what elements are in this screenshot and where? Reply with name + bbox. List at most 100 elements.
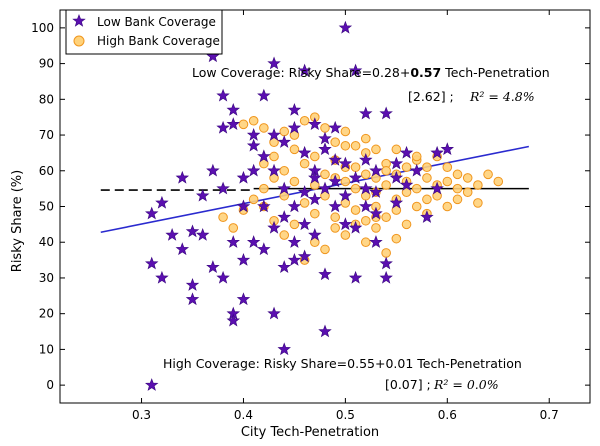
data-point-low [185,278,200,291]
x-tick-label: 0.6 [438,408,457,422]
data-point-low [318,142,332,156]
x-tick-label: 0.5 [336,408,355,422]
data-point-high [259,183,269,194]
data-point-high [391,233,402,244]
data-point-high [411,151,422,162]
data-point-high [330,212,340,223]
data-point-low [389,195,404,209]
data-point-high [299,198,310,208]
data-point-low [328,152,342,166]
y-tick-label: 20 [39,307,54,321]
data-point-low [236,253,251,266]
data-point-low [420,210,434,223]
data-point-low [267,163,281,177]
y-tick-label: 80 [39,92,54,106]
data-point-high [401,219,412,230]
data-point-high [452,194,463,205]
data-point-low [175,242,190,256]
data-point-high [350,205,361,215]
data-point-high [289,219,300,230]
data-point-low [359,181,373,195]
data-point-high [289,176,300,187]
data-point-low [297,145,312,159]
y-tick-label: 40 [39,235,54,249]
data-point-low [145,378,159,391]
data-point-low [155,195,169,209]
data-point-low [369,185,383,198]
data-point-high [218,212,228,223]
data-point-high [310,151,320,162]
data-point-low [287,120,302,134]
data-point-low [359,106,373,120]
data-point-low [410,163,424,177]
data-point-low [328,174,342,188]
data-point-high [442,201,453,212]
data-point-low [226,102,240,116]
data-point-high [391,144,402,155]
data-point-high [340,176,351,187]
data-point-low [277,181,291,195]
data-point-low [246,127,261,141]
data-point-low [145,256,159,270]
data-point-low [236,292,251,306]
data-point-low [267,306,281,320]
legend-box [65,9,223,55]
data-point-low [216,88,230,102]
data-point-low [195,188,210,202]
data-point-low [369,206,383,220]
data-point-low [318,131,332,145]
data-point-low [257,242,271,256]
data-point-high [442,176,453,187]
data-point-high [269,151,279,162]
data-point-low [359,199,373,213]
data-point-high [228,223,239,233]
data-point-low [277,135,291,148]
data-point-high [320,244,330,255]
data-point-high [462,187,473,198]
data-point-high [259,123,269,133]
data-point-low [338,156,353,170]
data-point-low [389,156,404,170]
data-point-low [185,292,200,306]
data-point-high [360,237,371,248]
annotation-low-coefficient: 0.57 [410,65,441,80]
data-point-low [348,220,363,234]
data-points [145,20,504,391]
annotation-low-suffix: Tech-Penetration [441,65,550,80]
y-tick-label: 70 [39,128,54,142]
data-point-low [348,63,363,77]
data-point-high [330,137,340,147]
data-point-low [287,102,302,116]
data-point-low [206,163,220,177]
data-point-low [338,188,353,202]
data-point-high [289,144,300,155]
data-point-low [165,228,179,241]
data-point-low [216,181,230,195]
y-tick-label: 10 [39,342,54,356]
data-point-low [246,163,261,177]
y-tick-label: 30 [39,271,54,285]
data-point-low [440,142,455,156]
data-point-low [338,217,353,231]
data-point-low [369,163,383,177]
data-point-low [297,217,312,231]
data-point-high [483,169,493,180]
data-point-low [318,267,332,281]
data-point-low [226,235,240,248]
data-point-high [320,123,330,133]
data-point-low [155,270,169,284]
data-point-low [216,270,230,284]
annotation-low-r2: R² = 4.8% [469,89,535,104]
data-point-high [360,215,371,226]
data-point-high [299,158,310,169]
data-point-high [473,180,483,190]
data-point-low [236,199,251,213]
data-point-low [216,120,230,134]
data-point-low [399,145,414,159]
annotation-low-prefix: Low Coverage: Risky Share=0.28+ [192,65,410,80]
data-point-low [318,181,332,195]
axis-ticks: 0.3 0.4 0.5 0.6 0.7 0 10 20 30 40 50 60 70 80 90 100 [31,10,590,422]
data-point-low [308,117,322,131]
y-tick-label: 60 [39,164,54,178]
